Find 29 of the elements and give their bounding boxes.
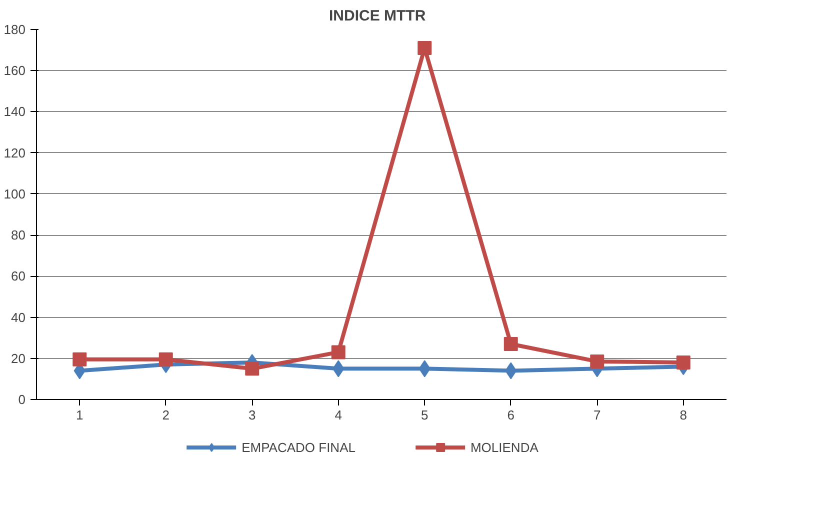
x-tick-label: 5 (421, 408, 428, 422)
x-tick-label: 1 (76, 408, 84, 422)
point (331, 345, 346, 360)
x-tick-label: 4 (334, 408, 342, 422)
y-tick-label: 60 (11, 268, 26, 284)
point (158, 352, 173, 366)
x-tick-label: 7 (594, 408, 601, 422)
point (676, 356, 690, 370)
point (245, 362, 260, 376)
point (418, 41, 432, 55)
point (504, 337, 518, 351)
point (590, 354, 604, 368)
x-tick-label: 8 (680, 408, 687, 422)
y-tick-label: 100 (4, 186, 26, 202)
x-tick-label: 3 (248, 408, 256, 422)
x-tick-label: 2 (162, 408, 170, 422)
legend-label: EMPACADO FINAL (242, 440, 356, 454)
y-tick-label: 80 (11, 228, 26, 243)
y-tick-label: 180 (4, 22, 26, 37)
y-tick-label: 20 (11, 350, 26, 366)
y-tick-label: 160 (4, 63, 26, 78)
x-tick-label: 6 (507, 408, 514, 422)
point (72, 352, 87, 366)
legend-label: MOLIENDA (470, 440, 538, 454)
y-tick-label: 40 (11, 310, 26, 325)
y-tick-label: 120 (4, 145, 26, 160)
y-tick-label: 140 (4, 104, 26, 120)
y-tick-label: 0 (18, 392, 26, 407)
chart-title: INDICE MTTR (329, 8, 426, 24)
